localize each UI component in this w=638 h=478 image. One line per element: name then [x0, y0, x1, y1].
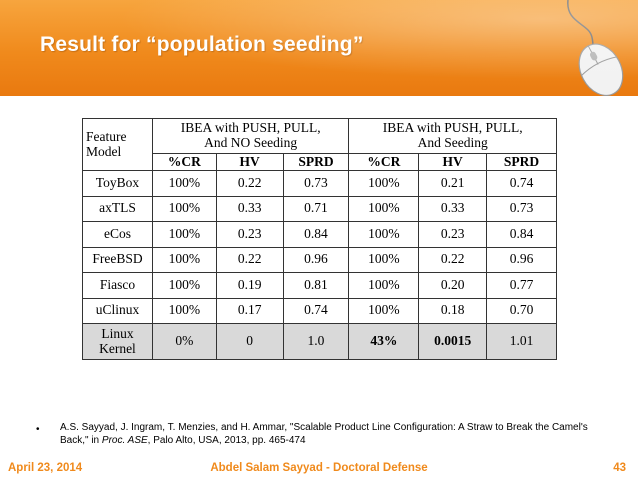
- table-cell: 100%: [348, 246, 420, 273]
- group-header-seeding: IBEA with PUSH, PULL, And Seeding: [348, 118, 557, 154]
- table-corner-header: Feature Model: [82, 118, 153, 171]
- column-header: HV: [418, 153, 488, 171]
- table-cell: 0.71: [282, 195, 350, 222]
- column-header: SPRD: [282, 153, 350, 171]
- table-cell: 0.96: [486, 246, 557, 273]
- model-name-line2: Kernel: [99, 340, 136, 356]
- column-header: SPRD: [486, 153, 557, 171]
- results-table: Feature Model IBEA with PUSH, PULL, And …: [82, 118, 557, 360]
- table-cell-bold: 0.0015: [418, 323, 488, 360]
- table-cell-bold: 43%: [348, 323, 420, 360]
- footer-date: April 23, 2014: [8, 462, 83, 474]
- column-header-row: %CR HV SPRD %CR HV SPRD: [83, 153, 557, 171]
- reference-text-part1: A.S. Sayyad, J. Ingram, T. Menzies, and …: [60, 422, 588, 446]
- table-cell: 0.81: [282, 272, 350, 299]
- page-number: 43: [613, 462, 626, 474]
- table-cell: 100%: [151, 272, 217, 299]
- table-row: ToyBox 100% 0.22 0.73 100% 0.21 0.74: [82, 170, 557, 197]
- table-cell: 100%: [348, 272, 420, 299]
- model-name: Linux Kernel: [82, 323, 153, 360]
- reference-bullet: •: [36, 424, 40, 435]
- model-name: eCos: [82, 221, 153, 248]
- table-cell: 0.21: [418, 170, 488, 197]
- table-cell: 0.17: [215, 297, 284, 324]
- column-header: %CR: [348, 153, 420, 171]
- group1-line1: IBEA with PUSH, PULL,: [180, 120, 321, 136]
- table-cell: 0.74: [282, 297, 350, 324]
- table-cell: 100%: [348, 195, 420, 222]
- table-cell: 100%: [151, 170, 217, 197]
- group2-line2: And Seeding: [417, 135, 488, 150]
- table-cell: 100%: [348, 221, 420, 248]
- corner-label-line2: Model: [86, 143, 122, 159]
- group1-line2: And NO Seeding: [204, 135, 298, 150]
- table-cell: 100%: [151, 195, 217, 222]
- reference-text-part2: , Palo Alto, USA, 2013, pp. 465-474: [147, 435, 306, 446]
- table-cell: 0.33: [215, 195, 284, 222]
- table-cell: 0.22: [215, 170, 284, 197]
- table-row: FreeBSD 100% 0.22 0.96 100% 0.22 0.96: [82, 246, 557, 273]
- corner-label-line1: Feature: [86, 128, 127, 144]
- reference-text: A.S. Sayyad, J. Ingram, T. Menzies, and …: [60, 421, 600, 447]
- table-cell: 1.0: [282, 323, 350, 360]
- title-bar: Result for “population seeding”: [0, 0, 638, 96]
- model-name: uClinux: [82, 297, 153, 324]
- footer-presenter: Abdel Salam Sayyad - Doctoral Defense: [210, 462, 428, 474]
- results-table-container: Feature Model IBEA with PUSH, PULL, And …: [82, 118, 557, 360]
- column-header: %CR: [151, 153, 217, 171]
- computer-mouse-icon: [528, 0, 638, 96]
- column-header: HV: [215, 153, 284, 171]
- reference-venue: Proc. ASE: [101, 435, 148, 446]
- table-cell: 0.22: [215, 246, 284, 273]
- table-cell: 0.74: [486, 170, 557, 197]
- table-cell: 0.77: [486, 272, 557, 299]
- table-cell: 100%: [348, 297, 420, 324]
- group-header-no-seeding: IBEA with PUSH, PULL, And NO Seeding: [151, 118, 350, 154]
- model-name: axTLS: [82, 195, 153, 222]
- table-cell: 100%: [151, 246, 217, 273]
- table-row: Fiasco 100% 0.19 0.81 100% 0.20 0.77: [82, 272, 557, 299]
- table-cell: 0.33: [418, 195, 488, 222]
- table-cell: 100%: [348, 170, 420, 197]
- table-row: uClinux 100% 0.17 0.74 100% 0.18 0.70: [82, 297, 557, 324]
- table-cell: 100%: [151, 297, 217, 324]
- table-cell: 0.70: [486, 297, 557, 324]
- model-name-line1: Linux: [101, 325, 134, 341]
- table-row: eCos 100% 0.23 0.84 100% 0.23 0.84: [82, 221, 557, 248]
- group2-line1: IBEA with PUSH, PULL,: [382, 120, 523, 136]
- table-cell: 0.19: [215, 272, 284, 299]
- table-cell: 0.73: [282, 170, 350, 197]
- table-cell: 0.20: [418, 272, 488, 299]
- model-name: FreeBSD: [82, 246, 153, 273]
- table-cell: 0.96: [282, 246, 350, 273]
- table-cell: 0: [215, 323, 284, 360]
- table-cell: 0.22: [418, 246, 488, 273]
- table-cell: 100%: [151, 221, 217, 248]
- slide-title: Result for “population seeding”: [40, 33, 364, 56]
- table-cell: 0.73: [486, 195, 557, 222]
- model-name: Fiasco: [82, 272, 153, 299]
- table-cell: 0.23: [215, 221, 284, 248]
- table-row-highlighted: Linux Kernel 0% 0 1.0 43% 0.0015 1.01: [82, 323, 557, 360]
- table-row: axTLS 100% 0.33 0.71 100% 0.33 0.73: [82, 195, 557, 222]
- table-cell: 1.01: [486, 323, 557, 360]
- table-cell: 0.23: [418, 221, 488, 248]
- table-cell: 0%: [151, 323, 217, 360]
- table-cell: 0.18: [418, 297, 488, 324]
- table-cell: 0.84: [282, 221, 350, 248]
- table-cell: 0.84: [486, 221, 557, 248]
- footer: April 23, 2014 Abdel Salam Sayyad - Doct…: [0, 462, 638, 478]
- model-name: ToyBox: [82, 170, 153, 197]
